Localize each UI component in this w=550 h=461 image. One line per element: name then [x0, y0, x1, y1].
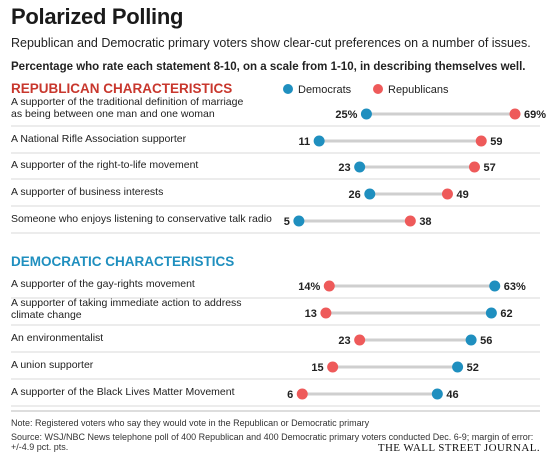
democrat-dot: [431, 388, 443, 400]
legend-democrats-marker: [283, 84, 293, 94]
republican-value-label: 59: [490, 136, 502, 148]
legend-democrats-label: Democrats: [298, 84, 352, 96]
republican-value-label: 69%: [524, 109, 546, 121]
row-label: climate change: [11, 309, 82, 321]
republican-dot: [404, 215, 416, 227]
republican-dot: [354, 334, 366, 346]
chart-description: Percentage who rate each statement 8-10,…: [11, 61, 526, 73]
republican-value-label: 14%: [298, 281, 320, 293]
chart-title: Polarized Polling: [11, 4, 184, 29]
democrat-value-label: 25%: [335, 109, 357, 121]
republican-dot: [441, 188, 453, 200]
row-label: A union supporter: [11, 359, 94, 371]
republican-dot: [327, 361, 339, 373]
democrat-dot: [354, 161, 366, 173]
legend-republicans-marker: [373, 84, 383, 94]
democrat-dot: [485, 307, 497, 319]
row-label: Someone who enjoys listening to conserva…: [11, 213, 272, 225]
democrat-value-label: 11: [299, 136, 311, 148]
republican-dot: [475, 135, 487, 147]
publisher-logo: THE WALL STREET JOURNAL.: [377, 442, 540, 454]
democrat-dot: [465, 334, 477, 346]
row-label: A supporter of the Black Lives Matter Mo…: [11, 386, 235, 398]
democrat-value-label: 52: [467, 362, 479, 374]
republican-value-label: 15: [311, 362, 323, 374]
democrat-value-label: 26: [349, 189, 361, 201]
republican-value-label: 38: [419, 216, 431, 228]
republican-dot: [468, 161, 480, 173]
row-label: A supporter of taking immediate action t…: [11, 297, 242, 309]
republican-dot: [320, 307, 332, 319]
democrat-dot: [293, 215, 305, 227]
democrat-dot: [452, 361, 464, 373]
democrat-value-label: 62: [500, 308, 512, 320]
source-note: Source: WSJ/NBC News telephone poll of 4…: [11, 432, 534, 452]
republican-value-label: 13: [305, 308, 317, 320]
row-label: A supporter of the right-to-life movemen…: [11, 159, 198, 171]
republican-dot: [323, 280, 335, 292]
row-label: A National Rifle Association supporter: [11, 133, 187, 145]
democrat-dot: [313, 135, 325, 147]
chart-subtitle: Republican and Democratic primary voters…: [11, 36, 531, 50]
republican-value-label: 23: [338, 335, 350, 347]
legend-republicans-label: Republicans: [388, 84, 449, 96]
democrat-value-label: 46: [446, 389, 458, 401]
democrat-value-label: 63%: [504, 281, 526, 293]
democrat-value-label: 56: [480, 335, 492, 347]
republican-value-label: 6: [287, 389, 293, 401]
section-heading: DEMOCRATIC CHARACTERISTICS: [11, 254, 234, 269]
republican-dot: [509, 108, 521, 120]
row-label: as being between one man and one woman: [11, 108, 215, 120]
democrat-dot: [360, 108, 372, 120]
row-label: A supporter of business interests: [11, 186, 163, 198]
democrat-value-label: 5: [284, 216, 290, 228]
row-label: A supporter of the traditional definitio…: [11, 96, 243, 108]
democrat-value-label: 23: [338, 162, 350, 174]
democrat-dot: [364, 188, 376, 200]
section-heading: REPUBLICAN CHARACTERISTICS: [11, 81, 232, 96]
footnote: Note: Registered voters who say they wou…: [11, 418, 370, 428]
republican-dot: [296, 388, 308, 400]
row-label: An environmentalist: [11, 332, 103, 344]
democrat-dot: [489, 280, 501, 292]
row-label: A supporter of the gay-rights movement: [11, 278, 195, 290]
republican-value-label: 57: [483, 162, 495, 174]
republican-value-label: 49: [456, 189, 468, 201]
